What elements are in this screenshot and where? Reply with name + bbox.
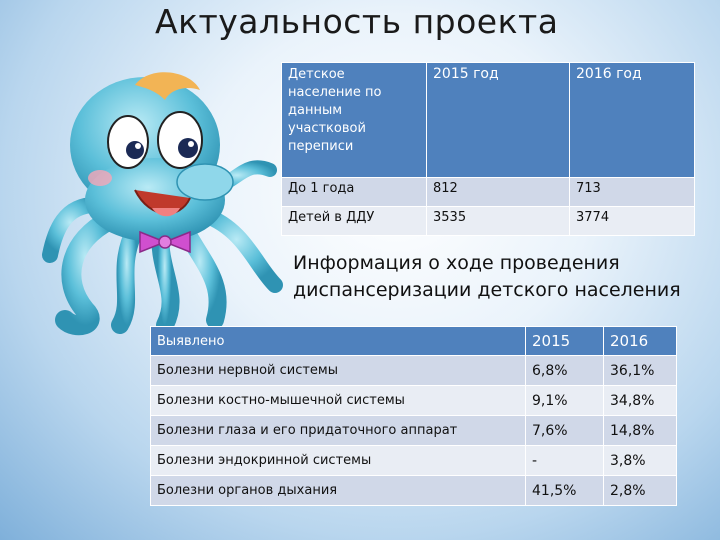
disease-name: Болезни глаза и его придаточного аппарат (150, 415, 526, 446)
census-cell: 3535 (426, 206, 570, 236)
disease-value: 3,8% (603, 445, 677, 476)
disease-value: 6,8% (525, 355, 604, 386)
info-heading: Информация о ходе проведения диспансериз… (293, 252, 681, 301)
diseases-header-row: Выявлено 2015 2016 (150, 326, 677, 356)
census-header-row: Детское население по данным участковой п… (281, 62, 695, 178)
diseases-header-2015: 2015 (525, 326, 604, 356)
disease-value: 7,6% (525, 415, 604, 446)
table-row: Болезни глаза и его придаточного аппарат… (150, 415, 677, 446)
diseases-table: Выявлено 2015 2016 Болезни нервной систе… (150, 326, 677, 506)
table-row: Болезни эндокринной системы - 3,8% (150, 445, 677, 476)
disease-value: 36,1% (603, 355, 677, 386)
census-header-2016: 2016 год (569, 62, 695, 178)
census-table: Детское население по данным участковой п… (281, 62, 695, 236)
octopus-illustration (42, 72, 283, 336)
diseases-header-2016: 2016 (603, 326, 677, 356)
slide-title: Актуальность проекта (155, 2, 559, 41)
census-cell: Детей в ДДУ (281, 206, 427, 236)
disease-name: Болезни эндокринной системы (150, 445, 526, 476)
disease-value: - (525, 445, 604, 476)
disease-value: 2,8% (603, 475, 677, 506)
disease-name: Болезни костно-мышечной системы (150, 385, 526, 416)
disease-value: 41,5% (525, 475, 604, 506)
disease-value: 9,1% (525, 385, 604, 416)
table-row: Болезни нервной системы 6,8% 36,1% (150, 355, 677, 386)
census-header-category: Детское население по данным участковой п… (281, 62, 427, 178)
census-header-2015: 2015 год (426, 62, 570, 178)
census-cell: 812 (426, 177, 570, 207)
disease-value: 34,8% (603, 385, 677, 416)
disease-value: 14,8% (603, 415, 677, 446)
disease-name: Болезни нервной системы (150, 355, 526, 386)
census-cell: До 1 года (281, 177, 427, 207)
census-cell: 3774 (569, 206, 695, 236)
table-row: До 1 года 812 713 (281, 177, 695, 207)
census-cell: 713 (569, 177, 695, 207)
disease-name: Болезни органов дыхания (150, 475, 526, 506)
table-row: Болезни костно-мышечной системы 9,1% 34,… (150, 385, 677, 416)
table-row: Болезни органов дыхания 41,5% 2,8% (150, 475, 677, 506)
diseases-header-category: Выявлено (150, 326, 526, 356)
table-row: Детей в ДДУ 3535 3774 (281, 206, 695, 236)
